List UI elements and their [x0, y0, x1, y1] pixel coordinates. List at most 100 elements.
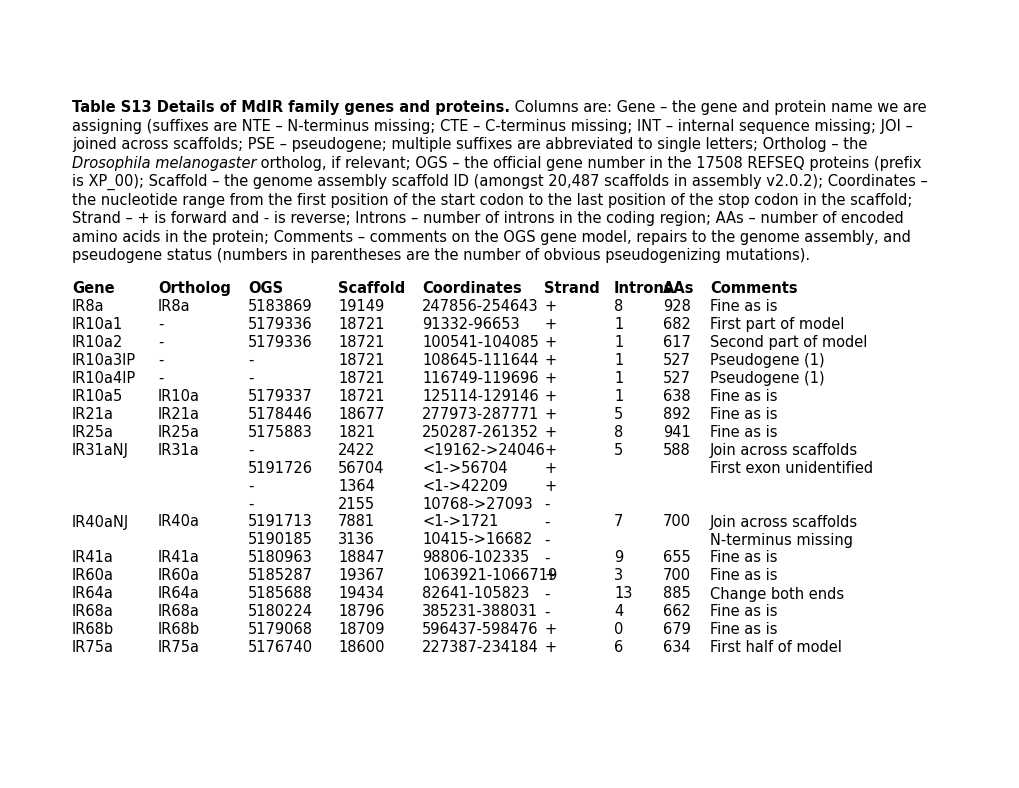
Text: IR41a: IR41a: [158, 551, 200, 566]
Text: 5178446: 5178446: [248, 407, 313, 422]
Text: +: +: [543, 299, 555, 314]
Text: -: -: [543, 604, 549, 619]
Text: 1063921-1066719: 1063921-1066719: [422, 568, 556, 583]
Text: 18721: 18721: [337, 370, 384, 385]
Text: 5: 5: [613, 443, 623, 458]
Text: IR31a: IR31a: [158, 443, 200, 458]
Text: 18600: 18600: [337, 641, 384, 656]
Text: IR21a: IR21a: [158, 407, 200, 422]
Text: Fine as is: Fine as is: [709, 388, 776, 403]
Text: 5180224: 5180224: [248, 604, 313, 619]
Text: 655: 655: [662, 551, 690, 566]
Text: Comments: Comments: [709, 281, 797, 296]
Text: +: +: [543, 425, 555, 440]
Text: 700: 700: [662, 515, 691, 530]
Text: 0: 0: [613, 623, 623, 637]
Text: 1: 1: [613, 334, 623, 350]
Text: IR75a: IR75a: [158, 641, 200, 656]
Text: 18709: 18709: [337, 623, 384, 637]
Text: +: +: [543, 370, 555, 385]
Text: OGS: OGS: [248, 281, 283, 296]
Text: Pseudogene (1): Pseudogene (1): [709, 370, 823, 385]
Text: the nucleotide range from the first position of the start codon to the last posi: the nucleotide range from the first posi…: [72, 192, 911, 207]
Text: -: -: [543, 496, 549, 511]
Text: 100541-104085: 100541-104085: [422, 334, 538, 350]
Text: 4: 4: [613, 604, 623, 619]
Text: First exon unidentified: First exon unidentified: [709, 460, 872, 475]
Text: 18796: 18796: [337, 604, 384, 619]
Text: 5176740: 5176740: [248, 641, 313, 656]
Text: -: -: [248, 496, 253, 511]
Text: 9: 9: [613, 551, 623, 566]
Text: Fine as is: Fine as is: [709, 425, 776, 440]
Text: IR8a: IR8a: [158, 299, 191, 314]
Text: -: -: [543, 533, 549, 548]
Text: 7881: 7881: [337, 515, 375, 530]
Text: 682: 682: [662, 317, 690, 332]
Text: 527: 527: [662, 352, 690, 367]
Text: IR10a3IP: IR10a3IP: [72, 352, 136, 367]
Text: +: +: [543, 407, 555, 422]
Text: IR64a: IR64a: [72, 586, 114, 601]
Text: 5190185: 5190185: [248, 533, 313, 548]
Text: <1->56704: <1->56704: [422, 460, 507, 475]
Text: 5: 5: [613, 407, 623, 422]
Text: 247856-254643: 247856-254643: [422, 299, 538, 314]
Text: Strand: Strand: [543, 281, 599, 296]
Text: 19367: 19367: [337, 568, 384, 583]
Text: ortholog, if relevant; OGS – the official gene number in the 17508 REFSEQ protei: ortholog, if relevant; OGS – the officia…: [256, 155, 921, 170]
Text: 3: 3: [613, 568, 623, 583]
Text: IR68b: IR68b: [72, 623, 114, 637]
Text: 19149: 19149: [337, 299, 384, 314]
Text: IR25a: IR25a: [158, 425, 200, 440]
Text: Fine as is: Fine as is: [709, 623, 776, 637]
Text: joined across scaffolds; PSE – pseudogene; multiple suffixes are abbreviated to : joined across scaffolds; PSE – pseudogen…: [72, 137, 866, 152]
Text: 91332-96653: 91332-96653: [422, 317, 519, 332]
Text: First half of model: First half of model: [709, 641, 841, 656]
Text: 596437-598476: 596437-598476: [422, 623, 538, 637]
Text: N-terminus missing: N-terminus missing: [709, 533, 852, 548]
Text: Fine as is: Fine as is: [709, 568, 776, 583]
Text: 1: 1: [613, 370, 623, 385]
Text: 617: 617: [662, 334, 690, 350]
Text: Strand – + is forward and - is reverse; Introns – number of introns in the codin: Strand – + is forward and - is reverse; …: [72, 211, 903, 226]
Text: 527: 527: [662, 370, 690, 385]
Text: 928: 928: [662, 299, 690, 314]
Text: IR68b: IR68b: [158, 623, 200, 637]
Text: Fine as is: Fine as is: [709, 551, 776, 566]
Text: 1: 1: [613, 352, 623, 367]
Text: 385231-388031: 385231-388031: [422, 604, 538, 619]
Text: Ortholog: Ortholog: [158, 281, 230, 296]
Text: 8: 8: [613, 425, 623, 440]
Text: +: +: [543, 334, 555, 350]
Text: 5179336: 5179336: [248, 334, 312, 350]
Text: IR40aNJ: IR40aNJ: [72, 515, 129, 530]
Text: IR68a: IR68a: [72, 604, 114, 619]
Text: 10415->16682: 10415->16682: [422, 533, 532, 548]
Text: 1364: 1364: [337, 478, 375, 493]
Text: 2422: 2422: [337, 443, 375, 458]
Text: 18721: 18721: [337, 388, 384, 403]
Text: 250287-261352: 250287-261352: [422, 425, 538, 440]
Text: Fine as is: Fine as is: [709, 604, 776, 619]
Text: 18721: 18721: [337, 352, 384, 367]
Text: 3136: 3136: [337, 533, 374, 548]
Text: IR75a: IR75a: [72, 641, 114, 656]
Text: IR40a: IR40a: [158, 515, 200, 530]
Text: 7: 7: [613, 515, 623, 530]
Text: 108645-111644: 108645-111644: [422, 352, 538, 367]
Text: -: -: [248, 352, 253, 367]
Text: 6: 6: [613, 641, 623, 656]
Text: 5179336: 5179336: [248, 317, 312, 332]
Text: 5191726: 5191726: [248, 460, 313, 475]
Text: IR21a: IR21a: [72, 407, 114, 422]
Text: 82641-105823: 82641-105823: [422, 586, 529, 601]
Text: -: -: [543, 515, 549, 530]
Text: assigning (suffixes are NTE – N-terminus missing; CTE – C-terminus missing; INT : assigning (suffixes are NTE – N-terminus…: [72, 118, 912, 133]
Text: Change both ends: Change both ends: [709, 586, 844, 601]
Text: <1->1721: <1->1721: [422, 515, 498, 530]
Text: 2155: 2155: [337, 496, 375, 511]
Text: 5185287: 5185287: [248, 568, 313, 583]
Text: 5175883: 5175883: [248, 425, 313, 440]
Text: IR10a: IR10a: [158, 388, 200, 403]
